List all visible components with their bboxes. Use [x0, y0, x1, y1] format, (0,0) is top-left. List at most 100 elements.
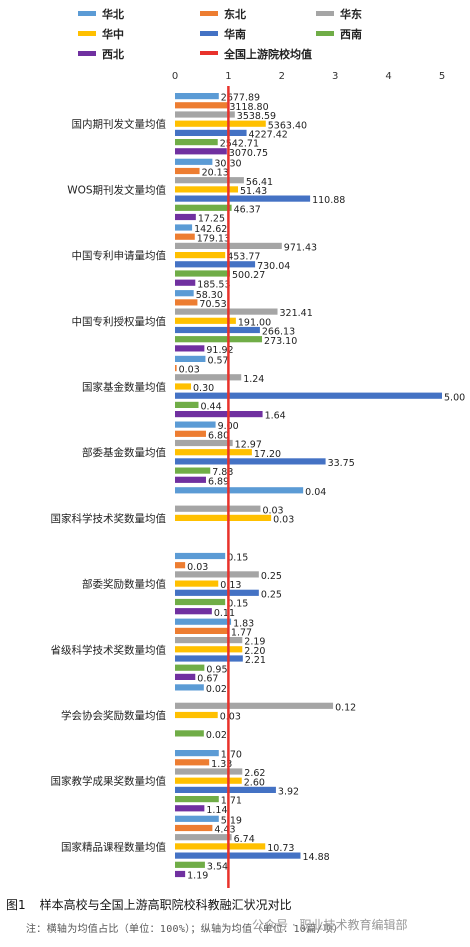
data-label-9-西北: 0.67 [197, 674, 218, 685]
bar-1-东北 [175, 102, 228, 109]
data-label-5-西南: 0.44 [200, 402, 221, 413]
data-label-12-西北: 1.19 [187, 871, 208, 882]
data-label-1-华中: 5363.40 [268, 120, 307, 131]
data-label-8-西南: 0.15 [227, 599, 248, 610]
data-label-7-华东: 0.03 [262, 505, 283, 516]
data-label-4-西北: 91.92 [206, 345, 233, 356]
bar-5-东北 [175, 365, 177, 372]
data-label-8-华南: 0.25 [261, 589, 282, 600]
x-tick-label-5: 5 [439, 71, 445, 82]
figure-note: 注：横轴为均值占比（单位：100%）；纵轴为均值（单位：10篇/项） [26, 924, 344, 935]
data-label-12-华中: 10.73 [267, 843, 294, 854]
bar-6-西南 [175, 467, 211, 474]
category-label-8: 部委奖励数量均值 [82, 578, 166, 591]
data-label-1-华北: 2677.89 [221, 93, 260, 104]
bar-8-华北 [175, 552, 226, 560]
data-label-8-东北: 0.03 [187, 562, 208, 573]
bar-groups: 国内期刊发文量均值 2677.893118.803538.595363.40422… [51, 93, 466, 882]
legend-swatch-1 [78, 11, 96, 16]
data-label-8-华北: 0.15 [227, 553, 248, 564]
bar-4-西南 [175, 336, 263, 343]
bar-3-西北 [175, 279, 196, 286]
data-label-9-华中: 2.20 [244, 646, 265, 657]
bar-9-华东 [175, 637, 243, 644]
data-label-5-华北: 0.57 [207, 356, 228, 367]
bar-1-华东 [175, 111, 235, 118]
data-label-1-华东: 3538.59 [237, 111, 276, 122]
bar-2-东北 [175, 167, 200, 175]
data-label-12-华北: 5.19 [221, 815, 242, 826]
bar-2-华北 [175, 158, 213, 165]
bar-3-华中 [175, 252, 226, 259]
data-label-6-华东: 12.97 [235, 440, 262, 451]
bar-12-西北 [175, 870, 186, 878]
category-group-11: 国家教学成果奖数量均值 1.701.33 2.622.60 3.92 1.711.14 [51, 750, 300, 816]
legend-swatch-2 [200, 11, 218, 16]
data-label-1-西南: 2542.71 [220, 139, 259, 150]
data-label-3-华南: 730.04 [257, 261, 290, 272]
bar-2-西南 [175, 204, 232, 211]
data-label-5-华南: 5.00 [444, 392, 465, 403]
bar-5-华南 [175, 392, 442, 399]
data-label-4-西南: 273.10 [264, 336, 297, 347]
category-label-11: 国家教学成果奖数量均值 [51, 775, 167, 788]
data-label-9-东北: 1.77 [231, 628, 252, 639]
bar-6-华东 [175, 439, 233, 447]
x-tick-label-3: 3 [332, 71, 338, 82]
category-group-2: WOS期刊发文量均值30.3020.1356.4151.43110.8846.3… [67, 158, 345, 224]
data-label-1-西北: 3070.75 [229, 148, 268, 159]
data-label-6-西南: 7.83 [212, 467, 233, 478]
legend-label-7: 西北 [102, 47, 124, 61]
bar-11-西北 [175, 805, 205, 812]
bar-4-华北 [175, 290, 194, 297]
data-label-12-华南: 14.88 [302, 852, 329, 863]
category-group-5: 国家基金数量均值 0.57 0.03 1.24 0.30 5.00 0.44 1.64 [82, 356, 465, 422]
category-label-7: 国家科学技术奖数量均值 [51, 512, 167, 525]
bar-12-华中 [175, 843, 266, 850]
data-label-11-华北: 1.70 [221, 750, 242, 761]
legend-swatch-3 [316, 11, 334, 16]
category-label-2: WOS期刊发文量均值 [67, 183, 166, 196]
bar-7-华东 [175, 505, 261, 512]
data-label-4-华中: 191.00 [238, 317, 271, 328]
bar-2-华中 [175, 186, 239, 193]
data-label-10-华东: 0.12 [335, 702, 356, 713]
legend-label-5: 华南 [224, 27, 246, 41]
bar-6-华北 [175, 421, 216, 428]
data-label-2-华南: 110.88 [312, 195, 345, 206]
legend-swatch-4 [78, 31, 96, 36]
bar-12-华北 [175, 815, 219, 822]
x-tick-label-4: 4 [385, 71, 391, 82]
category-label-12: 国家精品课程数量均值 [61, 840, 166, 853]
category-label-4: 中国专利授权量均值 [72, 315, 167, 328]
bar-8-东北 [175, 562, 186, 569]
bar-6-华中 [175, 449, 252, 456]
bar-3-西南 [175, 270, 231, 277]
data-label-3-华北: 142.62 [194, 224, 227, 235]
bar-1-西北 [175, 148, 227, 155]
data-label-4-华东: 321.41 [280, 308, 313, 319]
data-label-11-西南: 1.71 [221, 796, 242, 807]
bar-8-华中 [175, 580, 219, 587]
bar-8-西北 [175, 608, 212, 615]
data-label-2-华中: 51.43 [240, 186, 267, 197]
legend-label-reference: 全国上游院校均值 [223, 47, 312, 61]
legend-swatch-7 [78, 51, 96, 56]
data-label-3-华东: 971.43 [284, 243, 317, 254]
bar-6-华南 [175, 458, 326, 465]
x-tick-label-2: 2 [279, 71, 285, 82]
bar-5-华北 [175, 355, 206, 362]
data-label-6-华中: 17.20 [254, 449, 281, 460]
data-label-3-西北: 185.53 [197, 279, 230, 290]
bar-9-华南 [175, 655, 243, 662]
figure-number: 图1 [6, 898, 26, 912]
data-label-11-东北: 1.33 [211, 759, 232, 770]
bar-3-东北 [175, 233, 195, 240]
data-label-9-华东: 2.19 [244, 637, 265, 648]
bar-3-华南 [175, 261, 256, 268]
bar-2-华东 [175, 177, 244, 184]
bar-1-华北 [175, 93, 219, 100]
bar-1-华南 [175, 129, 247, 136]
